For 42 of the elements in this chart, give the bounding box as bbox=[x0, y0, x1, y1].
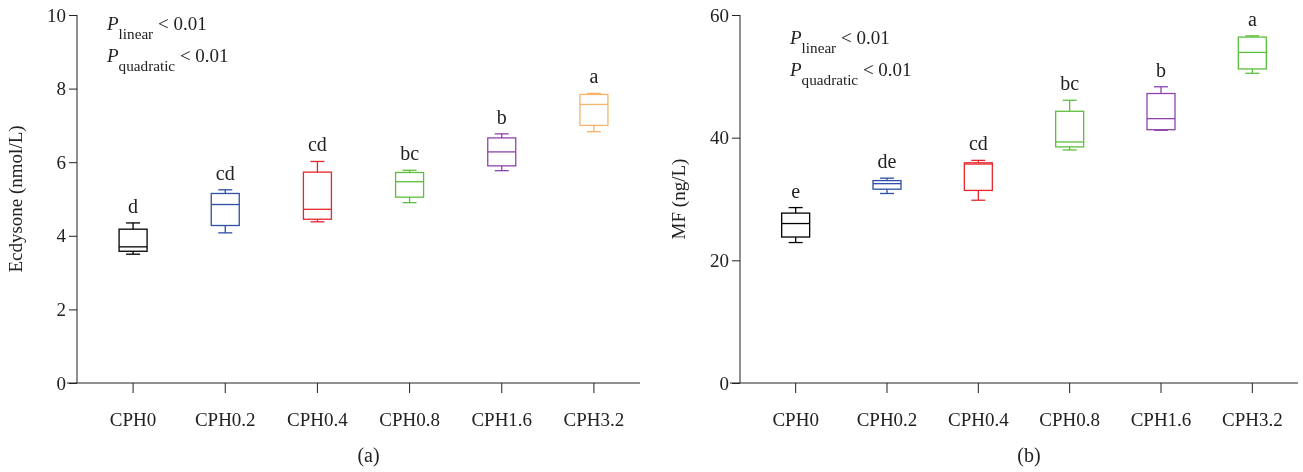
annotation: a bbox=[589, 65, 599, 88]
annotation: cd bbox=[307, 133, 327, 156]
x-tick-label: CPH0 bbox=[772, 409, 819, 431]
annotation: d bbox=[128, 194, 139, 217]
x-tick-label: CPH1.6 bbox=[471, 409, 533, 431]
annotation: P$_{linear}$ < 0.01 bbox=[106, 13, 207, 42]
x-tick-label: CPH0.8 bbox=[379, 409, 440, 431]
annotation: P$_{quadratic}$ < 0.01 bbox=[106, 45, 229, 74]
x-tick-label: CPH0.2 bbox=[194, 409, 256, 431]
y-axis-title: Ecdysone (nmol/L) bbox=[5, 125, 27, 273]
y-tick-label: 10 bbox=[47, 4, 66, 26]
text: (a) bbox=[357, 444, 380, 467]
y-tick-label: 20 bbox=[710, 249, 729, 271]
annotation: b bbox=[496, 105, 507, 128]
annotation: cd bbox=[968, 132, 988, 155]
y-tick-label: 2 bbox=[56, 298, 66, 320]
y-tick-label: 4 bbox=[56, 225, 67, 247]
annotation: cd bbox=[215, 161, 235, 184]
annotation: P$_{linear}$ < 0.01 bbox=[789, 27, 890, 56]
y-tick-label: 60 bbox=[710, 4, 729, 26]
y-tick-label: 6 bbox=[56, 151, 66, 173]
text: (b) bbox=[1017, 444, 1041, 467]
y-tick-label: 8 bbox=[56, 78, 66, 100]
annotation: e bbox=[791, 179, 801, 202]
x-tick-label: CPH3.2 bbox=[563, 409, 625, 431]
y-tick-label: 0 bbox=[56, 372, 66, 394]
x-tick-label: CPH0.8 bbox=[1039, 409, 1101, 431]
x-tick-label: CPH1.6 bbox=[1130, 409, 1192, 431]
annotation: de bbox=[877, 150, 897, 173]
annotation: bc bbox=[400, 142, 420, 165]
y-tick-label: 0 bbox=[719, 372, 729, 394]
y-tick-label: 40 bbox=[710, 127, 729, 149]
x-tick-label: CPH0.4 bbox=[287, 409, 349, 431]
x-tick-label: CPH0.4 bbox=[947, 409, 1010, 431]
x-tick-label: CPH3.2 bbox=[1221, 409, 1283, 431]
annotation: b bbox=[1156, 58, 1166, 81]
y-axis-title: MF (ng/L) bbox=[668, 158, 690, 240]
x-tick-label: CPH0 bbox=[109, 409, 157, 431]
annotation: bc bbox=[1060, 72, 1080, 95]
annotation: a bbox=[1247, 7, 1257, 30]
annotation: P$_{quadratic}$ < 0.01 bbox=[789, 59, 912, 88]
x-tick-label: CPH0.2 bbox=[856, 409, 918, 431]
